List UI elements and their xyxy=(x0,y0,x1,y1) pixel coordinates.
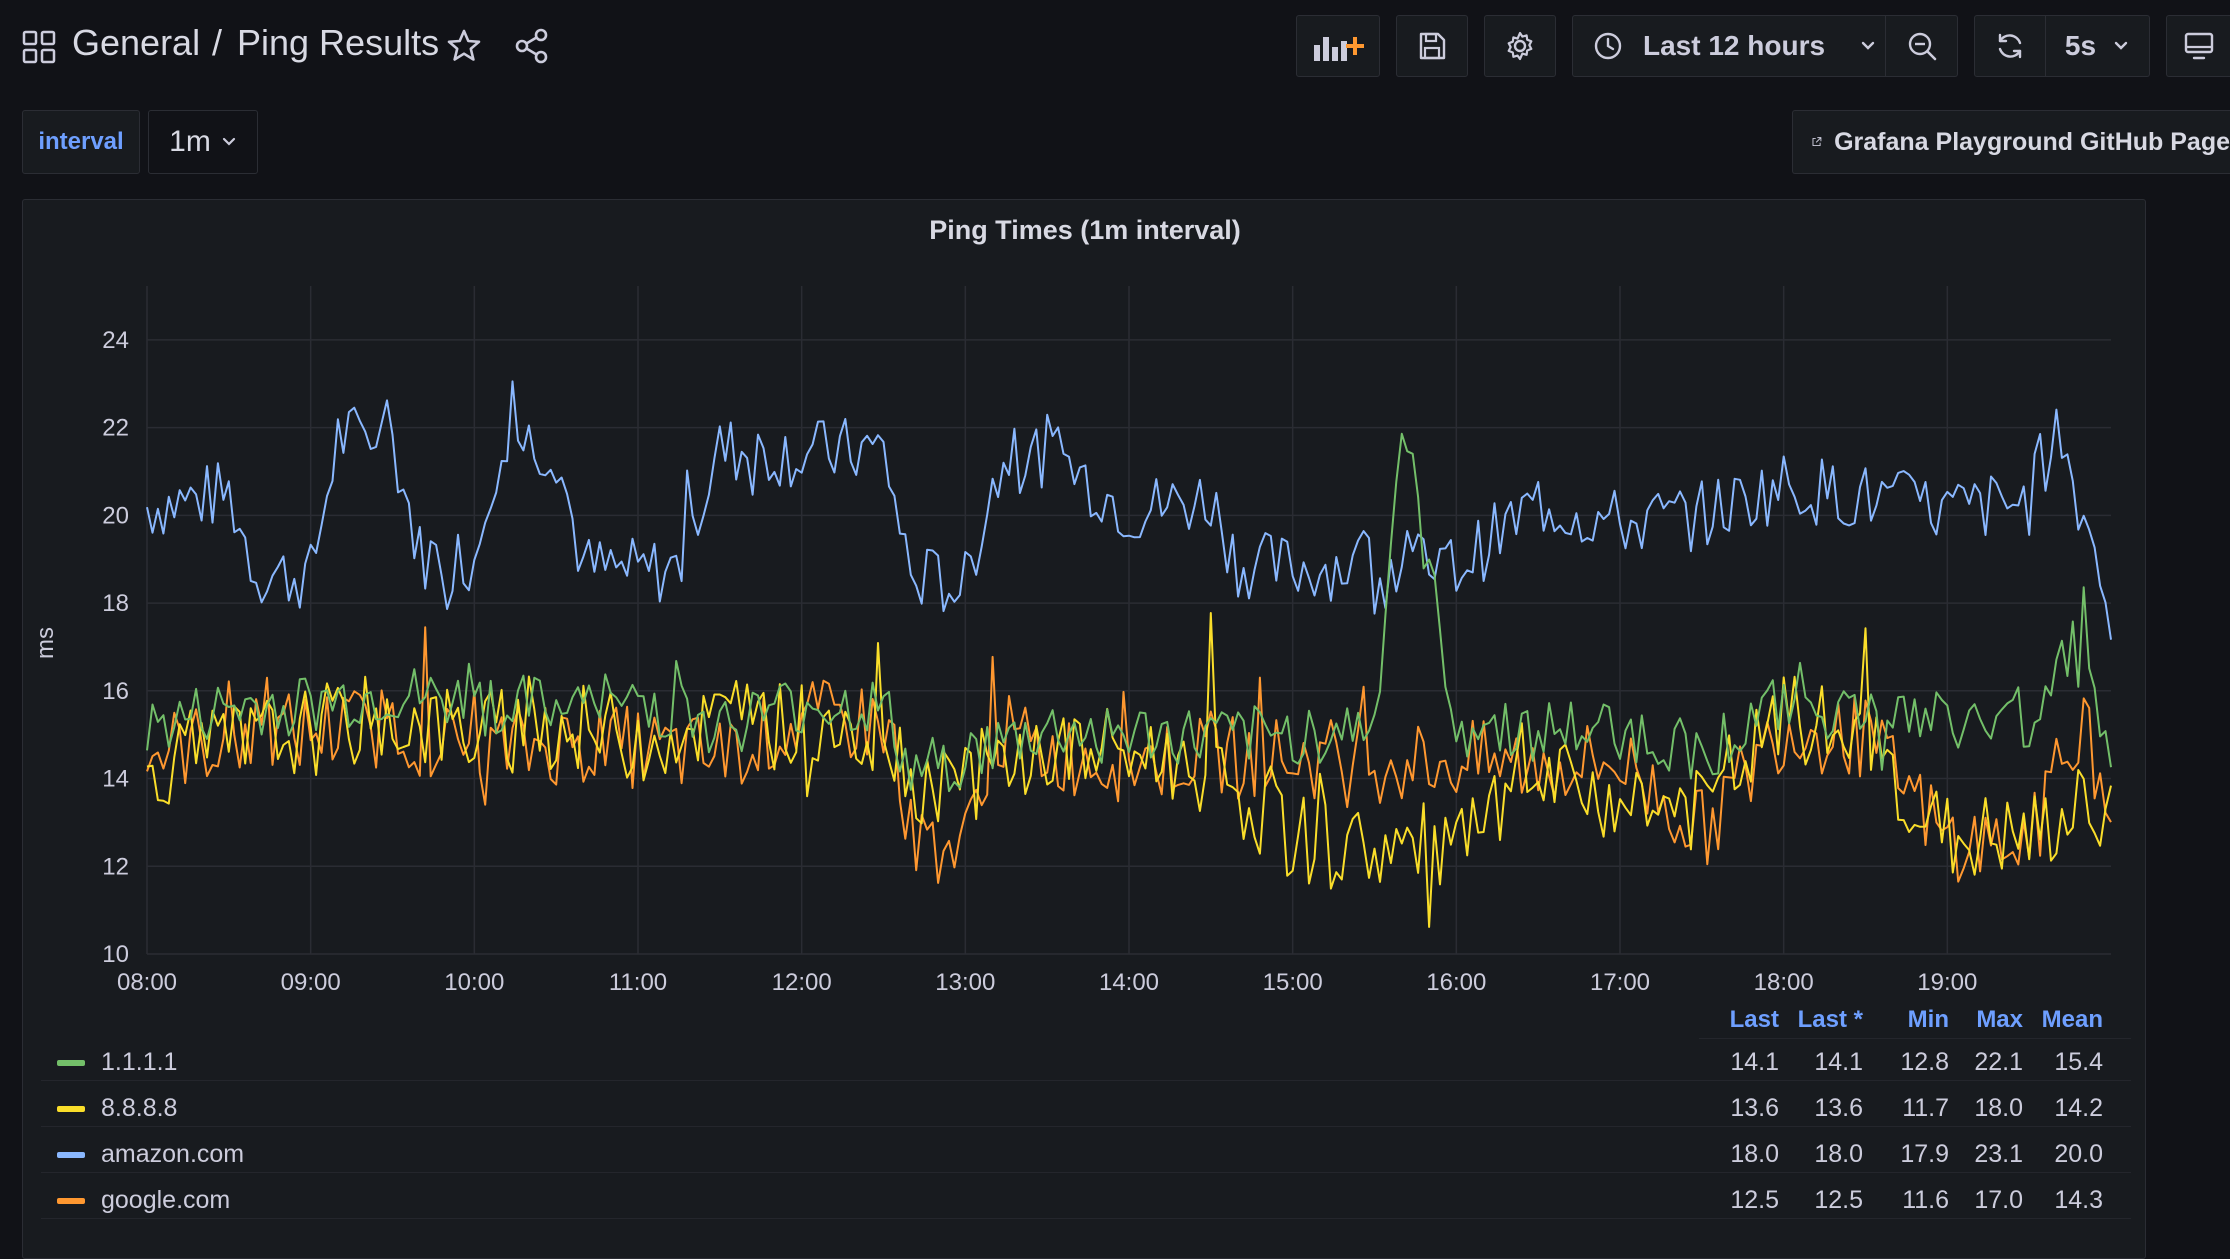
legend-column-header[interactable]: Last * xyxy=(1797,1006,1863,1033)
panel-title[interactable]: Ping Times (1m interval) xyxy=(929,215,1241,245)
legend-header-divider xyxy=(1699,1038,2131,1039)
legend-stat-value: 20.0 xyxy=(2054,1140,2103,1168)
interval-variable-select[interactable]: 1m xyxy=(148,110,258,174)
ping-times-panel: Ping Times (1m interval) 10 12 14 16 18 20 22 2… xyxy=(22,199,2146,1259)
y-tick-label: 20 xyxy=(102,502,129,529)
x-tick-label: 08:00 xyxy=(117,969,177,996)
legend-color-swatch xyxy=(57,1198,85,1204)
y-tick-label: 12 xyxy=(102,853,129,880)
y-tick-label: 10 xyxy=(102,941,129,968)
y-tick-label: 14 xyxy=(102,766,129,793)
chevron-down-icon xyxy=(1861,41,1875,50)
y-axis-label: ms xyxy=(32,627,59,659)
refresh-interval-picker[interactable]: 5s xyxy=(2046,15,2150,77)
zoom-out-button[interactable] xyxy=(1886,15,1958,77)
legend-stat-value: 17.0 xyxy=(1974,1186,2023,1214)
legend-row[interactable] xyxy=(41,1172,2131,1219)
refresh-icon xyxy=(1998,33,2022,59)
save-icon xyxy=(1419,32,1446,60)
x-tick-label: 13:00 xyxy=(935,969,995,996)
add-panel-button[interactable] xyxy=(1296,15,1380,77)
x-tick-label: 14:00 xyxy=(1099,969,1159,996)
share-icon[interactable] xyxy=(512,26,552,66)
star-icon[interactable] xyxy=(444,26,484,66)
top-navbar: General / Ping Results xyxy=(0,0,2230,92)
dashboard-settings-button[interactable] xyxy=(1484,15,1556,77)
legend-stat-value: 14.3 xyxy=(2054,1186,2103,1214)
interval-variable-value: 1m xyxy=(169,125,211,158)
x-tick-label: 19:00 xyxy=(1917,969,1977,996)
x-tick-label: 12:00 xyxy=(772,969,832,996)
legend-stat-value: 22.1 xyxy=(1974,1048,2023,1076)
x-tick-label: 10:00 xyxy=(444,969,504,996)
legend-stat-value: 15.4 xyxy=(2054,1048,2103,1076)
x-tick-label: 09:00 xyxy=(281,969,341,996)
series-line-1-1-1-1 xyxy=(146,432,2112,793)
y-tick-label: 22 xyxy=(102,415,129,442)
legend-color-swatch xyxy=(57,1152,85,1158)
x-tick-label: 17:00 xyxy=(1590,969,1650,996)
y-tick-label: 24 xyxy=(102,327,129,354)
legend-row[interactable] xyxy=(41,1126,2131,1173)
dashboards-grid-icon[interactable] xyxy=(22,30,56,64)
y-tick-label: 16 xyxy=(102,678,129,705)
time-range-picker[interactable]: Last 12 hours xyxy=(1572,15,1886,77)
legend-stat-value: 14.1 xyxy=(1814,1048,1863,1076)
series-line-8-8-8-8 xyxy=(146,612,2112,928)
legend-stat-value: 14.2 xyxy=(2054,1094,2103,1122)
external-link-icon xyxy=(1812,137,1822,147)
legend-stat-value: 11.7 xyxy=(1902,1094,1949,1122)
save-dashboard-button[interactable] xyxy=(1396,15,1468,77)
chevron-down-icon xyxy=(2114,41,2128,50)
legend-column-header[interactable]: Mean xyxy=(2041,1006,2103,1033)
x-tick-label: 15:00 xyxy=(1263,969,1323,996)
legend-row[interactable] xyxy=(41,1080,2131,1127)
refresh-interval-label: 5s xyxy=(2064,30,2097,61)
legend-stat-value: 18.0 xyxy=(1730,1140,1779,1168)
legend-stat-value: 18.0 xyxy=(1814,1140,1863,1168)
chevron-down-icon xyxy=(222,137,235,146)
refresh-button[interactable] xyxy=(1974,15,2046,77)
legend-stat-value: 13.6 xyxy=(1814,1094,1863,1122)
legend-stat-value: 23.1 xyxy=(1974,1140,2023,1168)
x-tick-label: 18:00 xyxy=(1754,969,1814,996)
legend-stat-value: 17.9 xyxy=(1900,1140,1949,1168)
legend-series-name[interactable]: amazon.com xyxy=(101,1140,245,1168)
time-range-label: Last 12 hours xyxy=(1643,30,1826,61)
breadcrumb-separator: / xyxy=(212,22,223,63)
tv-mode-button[interactable] xyxy=(2166,15,2230,77)
github-page-link-label: Grafana Playground GitHub Page xyxy=(1834,127,2230,156)
legend-stat-value: 12.8 xyxy=(1900,1048,1949,1076)
x-tick-label: 16:00 xyxy=(1426,969,1486,996)
breadcrumb-folder[interactable]: General xyxy=(72,22,201,63)
dashboard-title[interactable]: Ping Results xyxy=(237,22,440,63)
clock-icon xyxy=(1594,32,1622,60)
legend-series-name[interactable]: 8.8.8.8 xyxy=(101,1094,178,1122)
gear-icon xyxy=(1507,31,1533,61)
legend-column-header[interactable]: Last xyxy=(1729,1006,1779,1033)
legend-column-header[interactable]: Max xyxy=(1976,1006,2023,1033)
github-page-link[interactable]: Grafana Playground GitHub Page xyxy=(1792,110,2230,174)
legend-row[interactable] xyxy=(41,1034,2131,1081)
legend-series-name[interactable]: 1.1.1.1 xyxy=(101,1048,178,1076)
legend-color-swatch xyxy=(57,1060,85,1066)
x-tick-label: 11:00 xyxy=(609,969,667,996)
add-panel-icon xyxy=(1314,37,1364,61)
legend-stat-value: 18.0 xyxy=(1974,1094,2023,1122)
variable-label: interval xyxy=(22,110,140,174)
legend-stat-value: 12.5 xyxy=(1814,1186,1863,1214)
zoom-out-icon xyxy=(1908,32,1936,61)
legend-series-name[interactable]: google.com xyxy=(101,1186,231,1214)
legend-column-header[interactable]: Min xyxy=(1907,1006,1949,1033)
series-line-amazon-com xyxy=(146,380,2112,640)
legend-stat-value: 11.6 xyxy=(1902,1186,1949,1214)
ping-times-chart[interactable]: 10 12 14 16 18 20 22 24 08:00 09:00 10:00 11:00 12:0… xyxy=(23,200,2147,1000)
y-tick-label: 18 xyxy=(102,590,129,617)
monitor-icon xyxy=(2184,32,2213,60)
legend-stat-value: 12.5 xyxy=(1730,1186,1779,1214)
legend-stat-value: 13.6 xyxy=(1730,1094,1779,1122)
legend-color-swatch xyxy=(57,1106,85,1112)
legend-stat-value: 14.1 xyxy=(1730,1048,1779,1076)
